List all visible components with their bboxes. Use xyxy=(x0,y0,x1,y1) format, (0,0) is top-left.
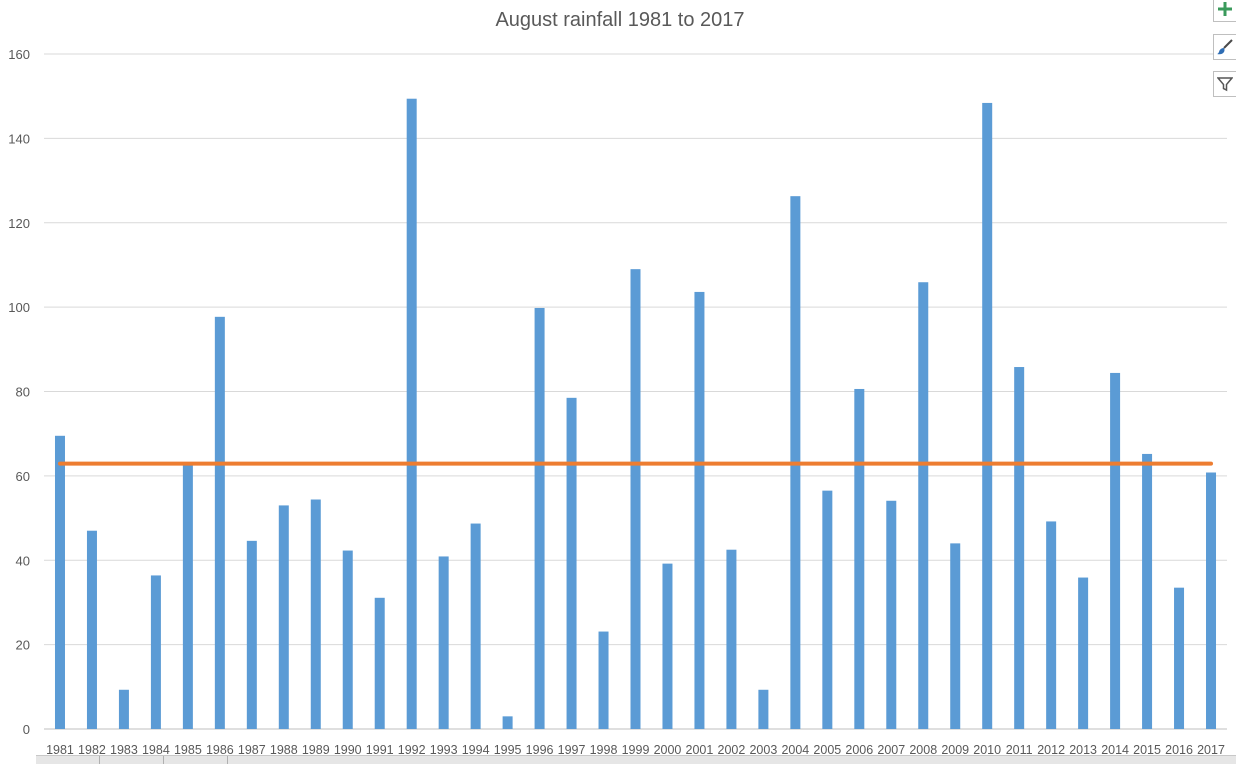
bar xyxy=(470,523,481,729)
bar xyxy=(118,689,129,729)
sheet-tab[interactable] xyxy=(100,756,164,764)
bar xyxy=(982,102,993,729)
x-tick-label: 2001 xyxy=(686,743,714,757)
x-tick-label: 1994 xyxy=(462,743,490,757)
y-axis-labels: 0 20 40 60 80 100 120 140 160 xyxy=(8,47,30,737)
bar xyxy=(1142,453,1153,729)
x-tick-label: 1989 xyxy=(302,743,330,757)
bar xyxy=(598,631,609,729)
bar-series xyxy=(54,98,1217,729)
x-tick-label: 1988 xyxy=(270,743,298,757)
bar xyxy=(886,500,897,729)
x-tick-label: 1999 xyxy=(622,743,650,757)
plus-icon xyxy=(1218,2,1232,16)
x-tick-label: 1991 xyxy=(366,743,394,757)
chart-filters-button[interactable] xyxy=(1213,71,1236,97)
x-tick-label: 2002 xyxy=(718,743,746,757)
x-tick-label: 1998 xyxy=(590,743,618,757)
bar xyxy=(822,490,833,729)
x-tick-label: 1992 xyxy=(398,743,426,757)
bar xyxy=(566,397,577,729)
x-tick-label: 2012 xyxy=(1037,743,1065,757)
x-tick-label: 2013 xyxy=(1069,743,1097,757)
x-tick-label: 1987 xyxy=(238,743,266,757)
x-tick-label: 1990 xyxy=(334,743,362,757)
bar xyxy=(310,499,321,729)
bar xyxy=(534,307,545,729)
bar xyxy=(406,98,417,729)
x-tick-label: 2010 xyxy=(973,743,1001,757)
bar xyxy=(438,556,449,729)
bar xyxy=(278,505,289,729)
x-tick-label: 2003 xyxy=(749,743,777,757)
x-tick-label: 1983 xyxy=(110,743,138,757)
bar xyxy=(694,291,705,729)
y-tick-label: 40 xyxy=(16,553,30,568)
bar xyxy=(342,550,353,729)
sheet-tab[interactable] xyxy=(36,756,100,764)
x-tick-label: 2008 xyxy=(909,743,937,757)
x-tick-label: 2004 xyxy=(781,743,809,757)
x-tick-label: 1986 xyxy=(206,743,234,757)
brush-icon xyxy=(1217,39,1233,55)
bar xyxy=(950,543,961,729)
chart-elements-button[interactable] xyxy=(1213,0,1236,22)
x-tick-label: 1996 xyxy=(526,743,554,757)
bar xyxy=(1078,577,1089,729)
x-tick-label: 1995 xyxy=(494,743,522,757)
x-tick-label: 2000 xyxy=(654,743,682,757)
x-tick-label: 2006 xyxy=(845,743,873,757)
bar xyxy=(662,563,673,729)
x-tick-label: 1984 xyxy=(142,743,170,757)
filter-icon xyxy=(1217,77,1233,92)
y-tick-label: 120 xyxy=(8,216,30,231)
bar xyxy=(1174,587,1185,729)
x-tick-label: 2016 xyxy=(1165,743,1193,757)
chart-title: August rainfall 1981 to 2017 xyxy=(495,9,744,31)
x-tick-label: 1982 xyxy=(78,743,106,757)
bar xyxy=(726,549,737,729)
y-tick-label: 100 xyxy=(8,300,30,315)
bar xyxy=(246,540,257,729)
x-tick-label: 1985 xyxy=(174,743,202,757)
y-tick-label: 60 xyxy=(16,469,30,484)
bar xyxy=(758,689,769,729)
x-tick-label: 2011 xyxy=(1006,743,1033,757)
x-tick-label: 2009 xyxy=(941,743,969,757)
bar xyxy=(54,435,65,729)
x-tick-label: 1997 xyxy=(558,743,586,757)
x-tick-label: 1981 xyxy=(46,743,74,757)
bar xyxy=(214,316,225,729)
y-tick-label: 20 xyxy=(16,638,30,653)
bar xyxy=(86,530,97,729)
x-tick-label: 2015 xyxy=(1133,743,1161,757)
bar xyxy=(918,282,929,729)
bar xyxy=(1014,367,1025,729)
bar xyxy=(630,269,641,729)
x-axis-labels: 1981 1982 1983 1984 1985 1986 1987 1988 1989 1990… xyxy=(46,743,1225,757)
sheet-tab[interactable] xyxy=(164,756,228,764)
x-tick-label: 2005 xyxy=(813,743,841,757)
bar xyxy=(150,575,161,729)
y-tick-label: 0 xyxy=(23,722,30,737)
bar xyxy=(854,388,865,729)
bar xyxy=(502,716,513,729)
bar xyxy=(1110,372,1121,729)
x-tick-label: 1993 xyxy=(430,743,458,757)
y-tick-label: 160 xyxy=(8,47,30,62)
y-tick-label: 140 xyxy=(8,131,30,146)
x-tick-label: 2014 xyxy=(1101,743,1129,757)
sheet-tab-bar xyxy=(36,755,1236,764)
bar xyxy=(1206,472,1217,729)
bar xyxy=(182,465,193,729)
x-tick-label: 2007 xyxy=(877,743,905,757)
x-tick-label: 2017 xyxy=(1197,743,1225,757)
bar xyxy=(374,597,385,729)
chart-styles-button[interactable] xyxy=(1213,34,1236,60)
bar xyxy=(1046,521,1057,729)
y-tick-label: 80 xyxy=(16,385,30,400)
